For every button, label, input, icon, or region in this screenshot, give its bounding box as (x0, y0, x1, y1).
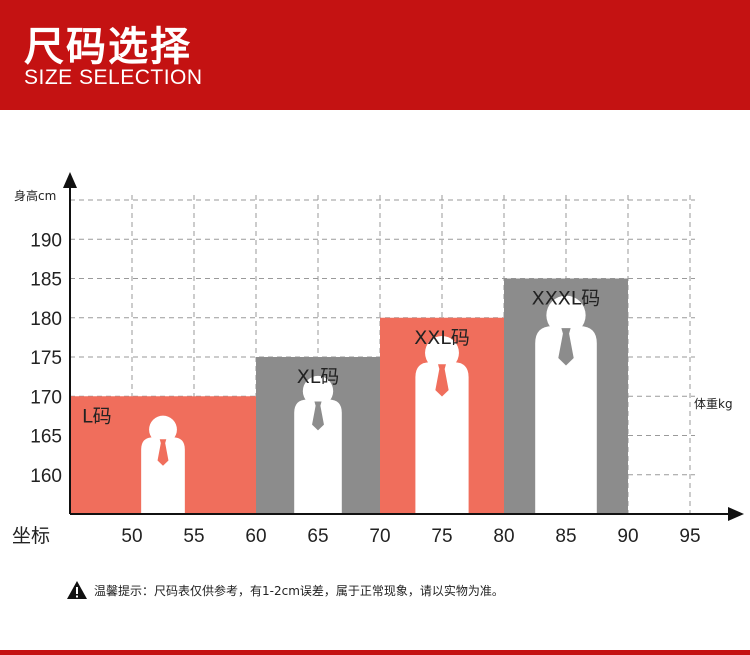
x-tick-label: 70 (369, 526, 390, 547)
footer-note-text: 温馨提示：尺码表仅供参考，有1-2cm误差，属于正常现象，请以实物为准。 (94, 583, 504, 598)
person-icon (415, 335, 469, 514)
person-body (535, 326, 597, 514)
x-tick-label: 75 (431, 526, 452, 547)
tie-icon (558, 328, 574, 366)
y-tick-label: 190 (30, 230, 62, 251)
bottom-rule (0, 650, 750, 655)
y-tick-label: 170 (30, 387, 62, 408)
x-tick-label: 95 (679, 526, 700, 547)
person-icon (294, 375, 342, 514)
x-tick-label: 50 (121, 526, 142, 547)
x-tick-label: 90 (617, 526, 638, 547)
page-title: 尺码选择 (24, 23, 192, 70)
y-tick-label: 165 (30, 427, 62, 448)
y-tick-label: 180 (30, 309, 62, 330)
tie-icon (157, 439, 169, 466)
header-banner: 尺码选择 SIZE SELECTION (0, 0, 750, 110)
person-body (415, 362, 469, 514)
x-tick-label: 60 (245, 526, 266, 547)
x-tick-label: 80 (493, 526, 514, 547)
person-head (425, 335, 459, 370)
x-tick-label: 65 (307, 526, 328, 547)
x-axis-arrow (728, 507, 744, 521)
person-icon (141, 415, 185, 514)
person-head (149, 415, 177, 444)
tie-icon (435, 364, 449, 397)
size-label: XXL码 (414, 327, 470, 349)
y-tick-label: 175 (30, 348, 62, 369)
y-axis-title: 身高cm (14, 188, 56, 203)
page-subtitle: SIZE SELECTION (24, 66, 203, 89)
tie-icon (312, 401, 324, 431)
person-body (294, 399, 342, 514)
y-tick-label: 185 (30, 270, 62, 291)
x-tick-label: 85 (555, 526, 576, 547)
y-tick-label: 160 (30, 466, 62, 487)
x-tick-label: 55 (183, 526, 204, 547)
y-axis-arrow (63, 172, 77, 188)
warning-triangle-icon (67, 581, 87, 599)
size-label: XL码 (297, 366, 340, 388)
x-axis-start-label: 坐标 (12, 525, 50, 547)
person-icon (535, 295, 597, 514)
size-label: L码 (82, 405, 112, 427)
person-head (546, 295, 586, 335)
size-label: XXXL码 (532, 288, 601, 310)
person-body (141, 437, 185, 514)
footer-note: 温馨提示：尺码表仅供参考，有1-2cm误差，属于正常现象，请以实物为准。 (66, 580, 504, 600)
x-axis-title: 体重kg (694, 397, 733, 411)
person-head (302, 375, 334, 407)
